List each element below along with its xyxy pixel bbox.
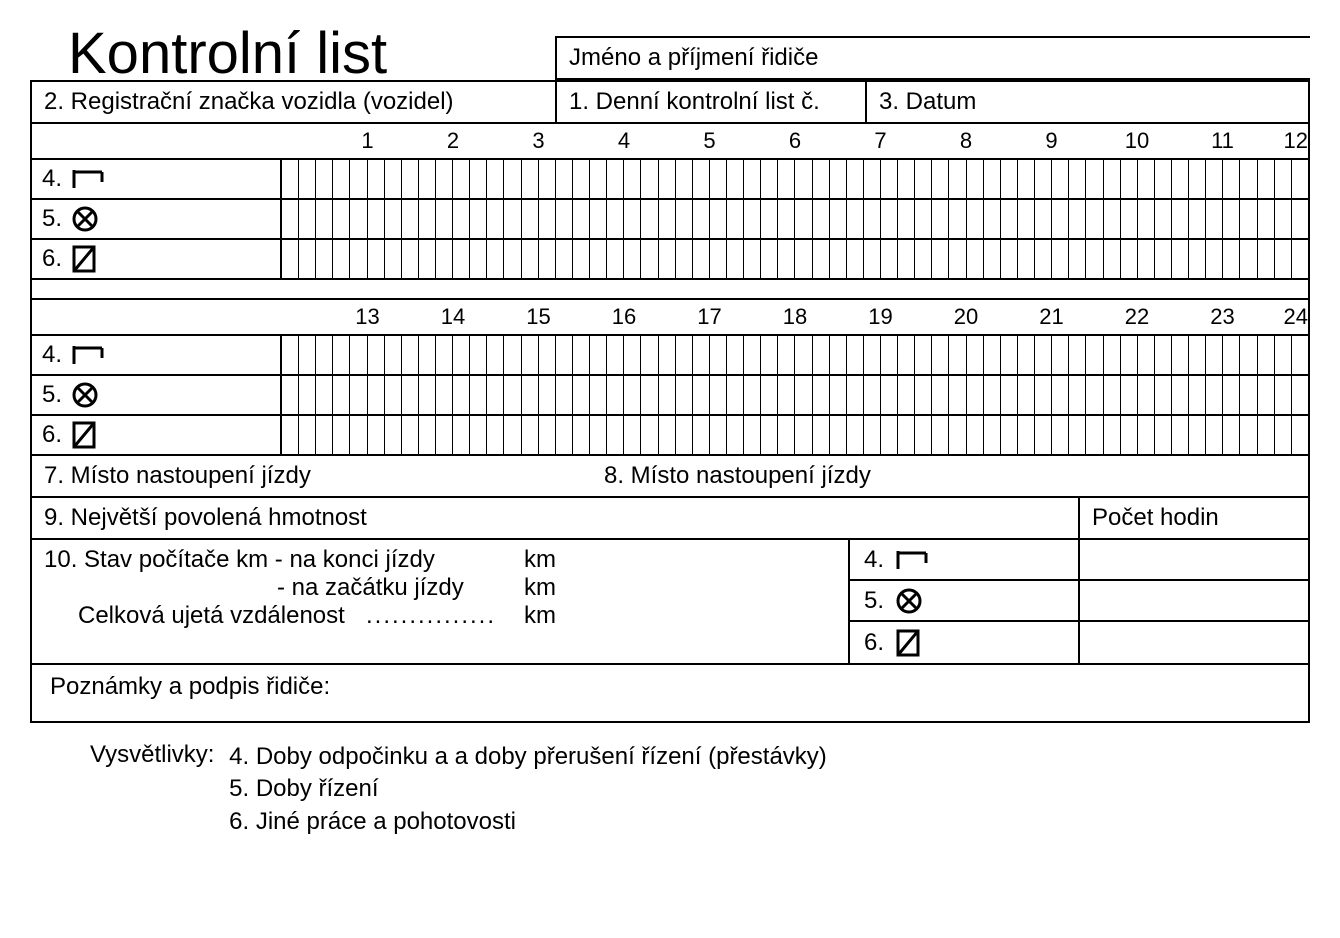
hour-label: 2 [447, 128, 459, 154]
hour-label: 7 [874, 128, 886, 154]
control-sheet: 2. Registrační značka vozidla (vozidel) … [30, 80, 1310, 723]
hour-label: 9 [1045, 128, 1057, 154]
summary-values [1078, 540, 1308, 663]
field-start-place: 7. Místo nastoupení jízdy [32, 456, 592, 496]
hour-label: 22 [1125, 304, 1149, 330]
hour-label: 21 [1039, 304, 1063, 330]
hour-label: 23 [1210, 304, 1234, 330]
grid-row-label: 6. [32, 416, 282, 454]
summary-icon-row: 4. [850, 540, 1078, 581]
legend-item: 5. Doby řízení [229, 773, 827, 805]
grid-row-cells [282, 416, 1308, 454]
hour-label: 6 [789, 128, 801, 154]
hour-label: 16 [612, 304, 636, 330]
time-grid-1: 123456789101112 4.5.6. [32, 124, 1308, 280]
grid-row-cells [282, 376, 1308, 414]
field-driver-name: Jméno a příjmení řidiče [555, 36, 1310, 80]
field-daily-number: 1. Denní kontrolní list č. [557, 82, 867, 122]
hour-label: 10 [1125, 128, 1149, 154]
field-max-weight: 9. Největší povolená hmotnost [32, 498, 1078, 538]
grid-row-cells [282, 240, 1308, 278]
grid-row-label: 6. [32, 240, 282, 278]
time-grid-2: 13 14 15 16 17 18 19 20 21 22 23 24 4.5.6. [32, 300, 1308, 456]
odo-end-label: 10. Stav počítače km - na konci jízdy [44, 546, 524, 574]
hour-label: 18 [783, 304, 807, 330]
hour-label: 15 [526, 304, 550, 330]
grid-row-cells [282, 200, 1308, 238]
legend-header: Vysvětlivky: [90, 741, 214, 769]
grid-row-cells [282, 336, 1308, 374]
field-date: 3. Datum [867, 82, 1308, 122]
row-max-weight: 9. Největší povolená hmotnost Počet hodi… [32, 498, 1308, 540]
hour-label: 17 [697, 304, 721, 330]
hour-label: 13 [355, 304, 379, 330]
grid-row-label: 5. [32, 200, 282, 238]
header-row: 2. Registrační značka vozidla (vozidel) … [32, 80, 1308, 124]
field-registration: 2. Registrační značka vozidla (vozidel) [32, 82, 557, 124]
hour-label: 5 [703, 128, 715, 154]
total-dist-label: Celková ujetá vzdálenost [44, 602, 366, 630]
hour-label: 11 [1211, 128, 1234, 154]
odo-start-unit: km [524, 574, 724, 602]
summary-value-4 [1080, 540, 1308, 581]
legend-item: 6. Jiné práce a pohotovosti [229, 806, 827, 838]
legend-item: 4. Doby odpočinku a a doby přerušení říz… [229, 741, 827, 773]
hour-label: 19 [868, 304, 892, 330]
summary-icon-row: 5. [850, 581, 1078, 622]
hour-label: 12 [1284, 128, 1308, 154]
hour-label: 24 [1284, 304, 1308, 330]
grid-row-label: 4. [32, 336, 282, 374]
total-dist-dots: ............... [366, 602, 524, 630]
hour-label: 4 [618, 128, 630, 154]
grid-row-cells [282, 160, 1308, 198]
hour-label: 3 [532, 128, 544, 154]
grid-gap [32, 280, 1308, 300]
field-hours-count: Počet hodin [1078, 498, 1308, 538]
hour-label: 20 [954, 304, 978, 330]
field-end-place: 8. Místo nastoupení jízdy [592, 456, 1308, 496]
summary-value-6 [1080, 622, 1308, 663]
legend: Vysvětlivky: 4. Doby odpočinku a a doby … [90, 741, 1310, 838]
summary-icon-row: 6. [850, 622, 1078, 663]
summary-value-5 [1080, 581, 1308, 622]
field-notes-signature: Poznámky a podpis řidiče: [32, 665, 1308, 721]
row-odometer: 10. Stav počítače km - na konci jízdykm … [32, 540, 1308, 665]
hour-label: 8 [960, 128, 972, 154]
odo-end-unit: km [524, 546, 724, 574]
odo-start-label: - na začátku jízdy [44, 574, 524, 602]
summary-icons: 4.5.6. [848, 540, 1078, 663]
grid-row-label: 5. [32, 376, 282, 414]
row-places: 7. Místo nastoupení jízdy 8. Místo nasto… [32, 456, 1308, 498]
grid-row-label: 4. [32, 160, 282, 198]
hour-label: 14 [441, 304, 465, 330]
total-dist-unit: km [524, 602, 724, 630]
hour-label: 1 [361, 128, 373, 154]
